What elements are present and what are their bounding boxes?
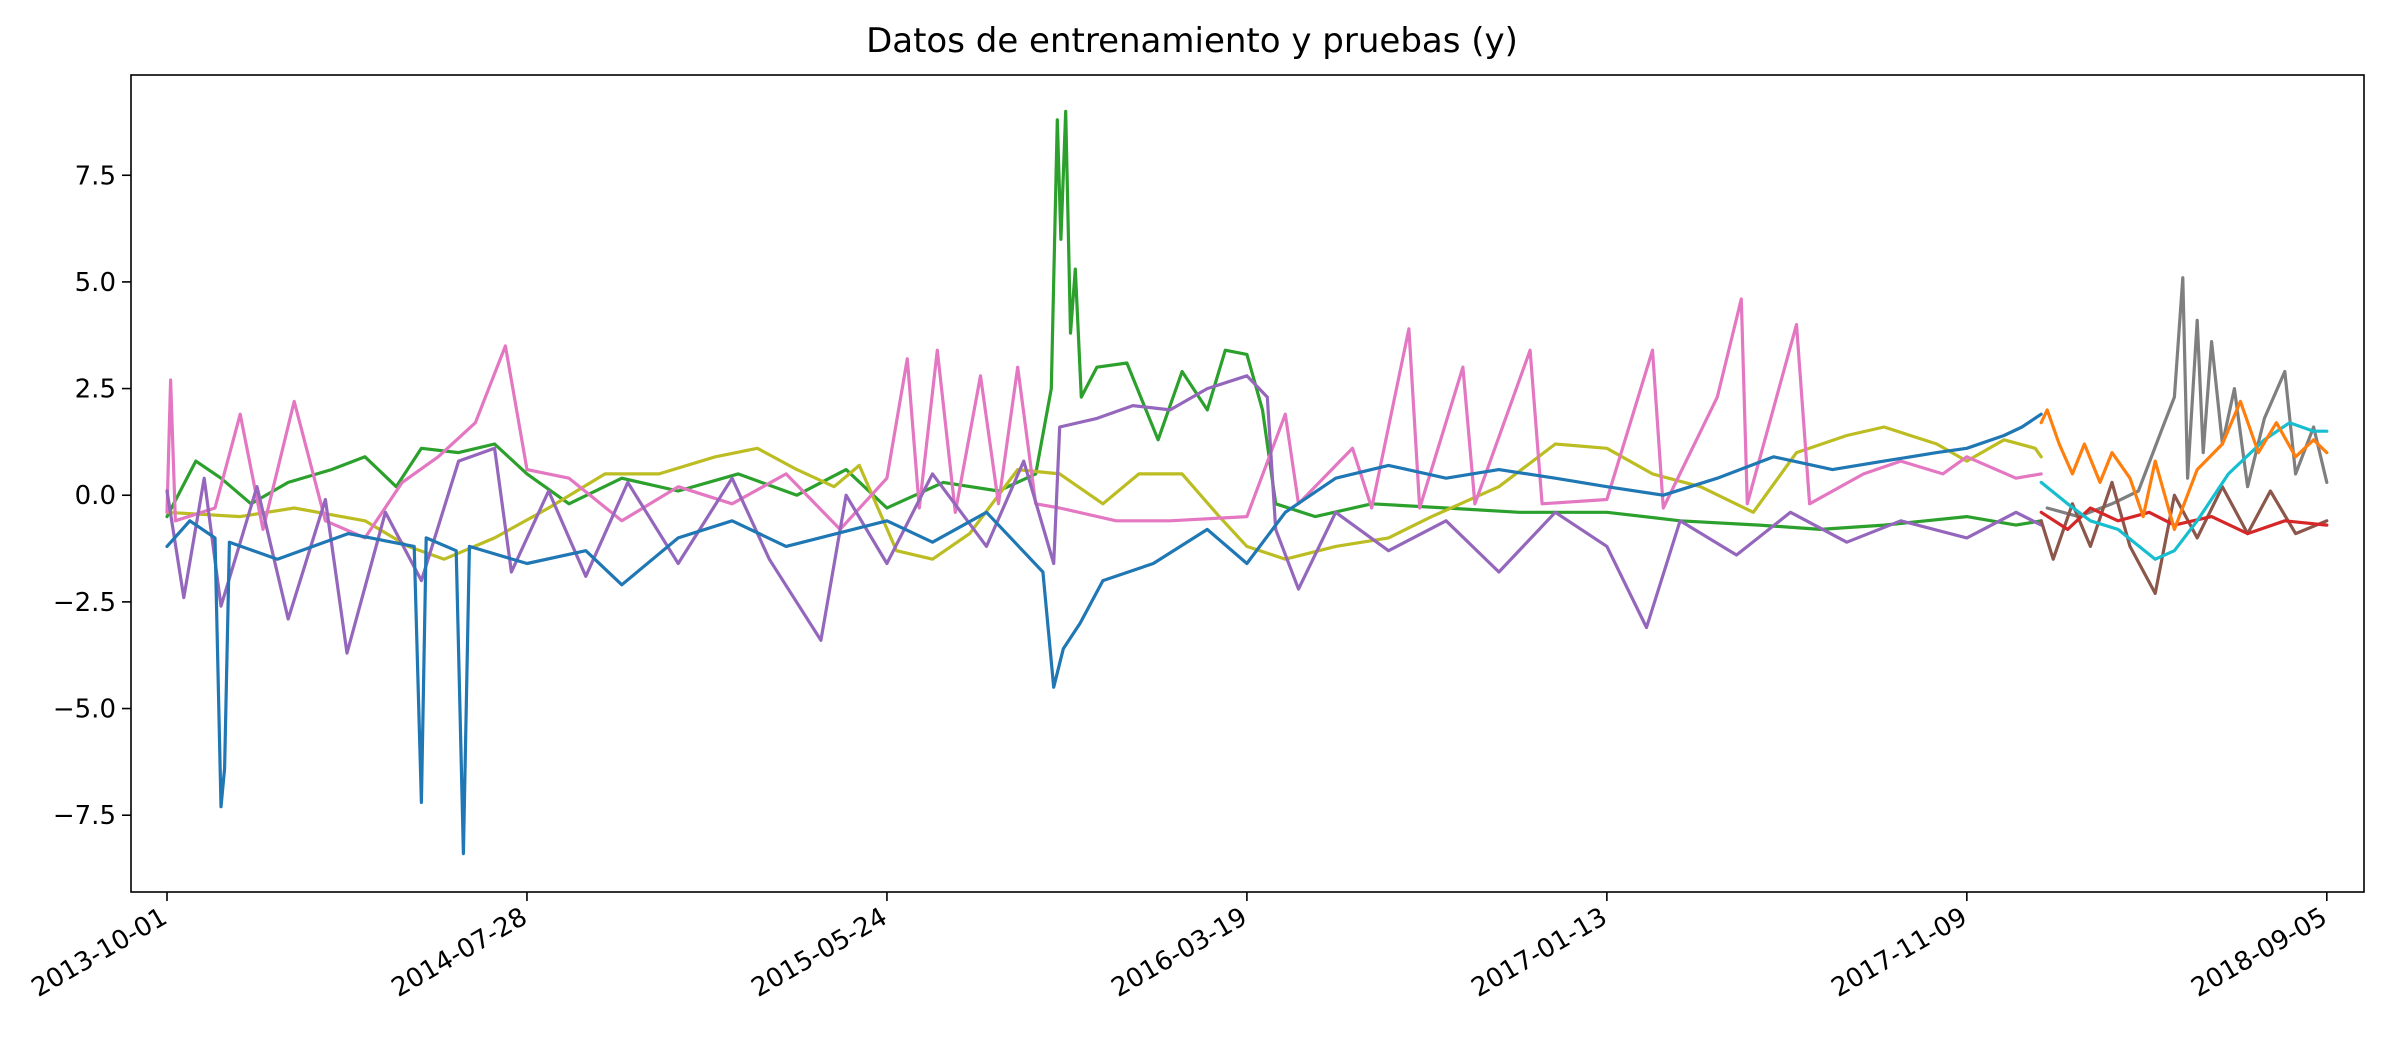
y-tick-label: 7.5 <box>75 161 116 191</box>
series-line-8 <box>2039 506 2329 536</box>
y-tick-label: −5.0 <box>53 695 116 725</box>
y-tick-label: 5.0 <box>75 268 116 298</box>
series-line-6 <box>2045 276 2329 519</box>
plot-frame-fill <box>131 75 2364 892</box>
y-tick-label: −2.5 <box>53 588 116 618</box>
chart-title: Datos de entrenamiento y pruebas (y) <box>866 21 1518 61</box>
series-line-2 <box>165 425 2043 561</box>
y-tick-label: −7.5 <box>53 801 116 831</box>
series-line-4 <box>165 374 2043 655</box>
plot-area <box>130 74 2365 893</box>
series-line-10 <box>2039 399 2329 531</box>
series-line-9 <box>2039 421 2329 561</box>
y-tick-label: 0.0 <box>75 481 116 511</box>
series-group <box>165 109 2329 856</box>
series-line-5 <box>165 412 2043 856</box>
y-tick-label: 2.5 <box>75 375 116 405</box>
series-line-1 <box>165 109 2043 531</box>
y-axis: −7.5 −5.0 −2.5 0.0 2.5 5.0 7.5 <box>53 161 131 831</box>
